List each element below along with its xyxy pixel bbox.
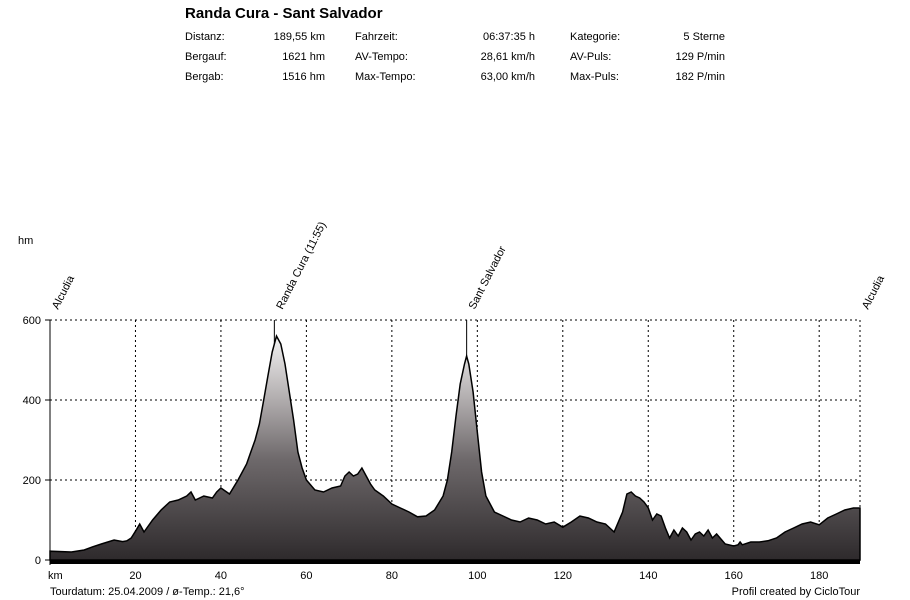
elevation-area [49, 333, 861, 561]
axes: 0 200 400 600 20 40 60 80 100 120 140 160 180 km hm [18, 235, 860, 582]
stat-label: Fahrzeit: [355, 31, 398, 43]
tour-date-temp: Tourdatum: 25.04.2009 / ø-Temp.: 21,6° [50, 586, 245, 598]
x-tick-label: 100 [468, 570, 486, 582]
waypoint-label: Alcudia [50, 273, 77, 311]
stat-label: AV-Puls: [570, 51, 612, 63]
x-tick-label: 160 [725, 570, 743, 582]
stat-label: Distanz: [185, 31, 225, 43]
x-tick-label: 140 [639, 570, 657, 582]
y-tick-label: 200 [23, 475, 41, 487]
stat-label: Kategorie: [570, 31, 621, 43]
stat-value: 5 Sterne [683, 31, 725, 43]
stat-value: 1516 hm [282, 71, 325, 83]
x-tick-label: 60 [300, 570, 312, 582]
y-tick-label: 400 [23, 395, 41, 407]
stat-value: 1621 hm [282, 51, 325, 63]
stat-value: 189,55 km [273, 31, 325, 43]
waypoint-label: Alcudia [860, 273, 887, 311]
waypoints: Alcudia Randa Cura (11:55) Sant Salvador Al… [50, 220, 887, 356]
y-tick-label: 600 [23, 315, 41, 327]
stat-label: Max-Puls: [570, 71, 619, 83]
stat-value: 06:37:35 h [483, 31, 535, 43]
waypoint-label: Sant Salvador [467, 244, 509, 311]
stat-label: Max-Tempo: [355, 71, 416, 83]
stat-label: Bergab: [185, 71, 224, 83]
y-axis-label: hm [18, 235, 33, 247]
x-axis-label: km [48, 570, 63, 582]
x-tick-label: 80 [386, 570, 398, 582]
waypoint-label: Randa Cura (11:55) [274, 220, 328, 311]
chart-title: Randa Cura - Sant Salvador [185, 5, 383, 22]
y-tick-label: 0 [35, 555, 41, 567]
credit: Profil created by CicloTour [731, 586, 860, 598]
x-tick-label: 20 [129, 570, 141, 582]
stat-value: 182 P/min [675, 71, 725, 83]
stat-label: Bergauf: [185, 51, 227, 63]
stat-value: 63,00 km/h [480, 71, 535, 83]
stat-value: 28,61 km/h [480, 51, 535, 63]
stat-value: 129 P/min [675, 51, 725, 63]
x-axis-bar [50, 560, 860, 564]
x-tick-label: 180 [810, 570, 828, 582]
x-tick-label: 120 [554, 570, 572, 582]
x-tick-label: 40 [215, 570, 227, 582]
stat-label: AV-Tempo: [355, 51, 408, 63]
